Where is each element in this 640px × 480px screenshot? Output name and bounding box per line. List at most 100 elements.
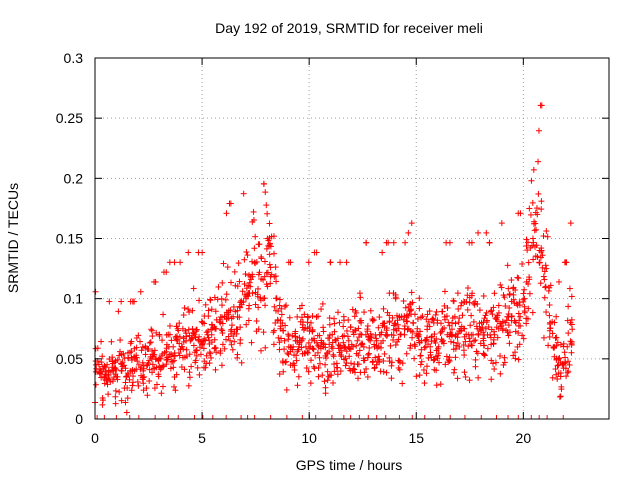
data-point (103, 376, 110, 383)
data-point (152, 278, 159, 285)
data-point (121, 385, 128, 392)
data-point (545, 287, 552, 294)
data-point (562, 259, 569, 266)
data-point (389, 314, 396, 321)
data-point (568, 340, 575, 347)
data-point (396, 313, 403, 320)
data-point (535, 158, 542, 165)
data-point (196, 333, 203, 340)
data-point (290, 360, 297, 367)
data-point (431, 331, 438, 338)
data-point (468, 312, 475, 319)
data-point (538, 245, 545, 252)
y-tick-label: 0.25 (56, 110, 83, 126)
data-point (395, 336, 402, 343)
data-point (180, 312, 187, 319)
data-point (543, 228, 550, 235)
data-point (520, 290, 527, 297)
data-point (211, 336, 218, 343)
data-point (125, 354, 132, 361)
data-point (434, 345, 441, 352)
data-point (137, 288, 144, 295)
data-point (200, 345, 207, 352)
data-point (486, 239, 493, 246)
data-point (497, 352, 504, 359)
data-point (489, 311, 496, 318)
data-point (347, 346, 354, 353)
data-point (277, 323, 284, 330)
data-point (221, 345, 228, 352)
data-point (493, 324, 500, 331)
data-point (261, 295, 268, 302)
data-point (481, 342, 488, 349)
data-point (256, 241, 263, 248)
data-point (252, 301, 259, 308)
data-point (390, 326, 397, 333)
data-point (255, 285, 262, 292)
data-point (190, 342, 197, 349)
data-point (447, 338, 454, 345)
data-point (218, 295, 225, 302)
data-point (202, 301, 209, 308)
data-point (174, 333, 181, 340)
data-point (530, 256, 537, 263)
data-point (566, 285, 573, 292)
data-point (100, 397, 107, 404)
data-point (370, 316, 377, 323)
data-point (568, 316, 575, 323)
data-point (128, 387, 135, 394)
data-point (118, 298, 125, 305)
data-point (266, 241, 273, 248)
data-point (177, 345, 184, 352)
data-point (408, 220, 415, 227)
data-point (266, 251, 273, 258)
data-point (250, 208, 257, 215)
data-point (355, 375, 362, 382)
data-point (118, 351, 125, 358)
data-point (401, 331, 408, 338)
data-point (388, 362, 395, 369)
data-point (243, 321, 250, 328)
data-point (314, 332, 321, 339)
data-point (223, 291, 230, 298)
data-point (451, 313, 458, 320)
data-point (126, 376, 133, 383)
data-point (147, 353, 154, 360)
data-point (139, 344, 146, 351)
data-point (378, 329, 385, 336)
data-point (253, 318, 260, 325)
data-point (170, 343, 177, 350)
data-point (437, 381, 444, 388)
data-point (249, 218, 256, 225)
data-point (273, 278, 280, 285)
data-point (508, 277, 515, 284)
data-point (134, 378, 141, 385)
data-point (521, 286, 528, 293)
data-point (363, 365, 370, 372)
data-point (404, 318, 411, 325)
data-point (497, 370, 504, 377)
data-point (272, 273, 279, 280)
data-point (512, 319, 519, 326)
data-point (235, 260, 242, 267)
data-point (381, 350, 388, 357)
data-point (128, 348, 135, 355)
data-point (262, 344, 269, 351)
data-point (138, 347, 145, 354)
data-point (340, 323, 347, 330)
data-point (386, 318, 393, 325)
data-point (242, 271, 249, 278)
data-point (433, 382, 440, 389)
data-point (181, 366, 188, 373)
data-point (112, 371, 119, 378)
data-point (104, 381, 111, 388)
data-point (331, 315, 338, 322)
data-point (308, 319, 315, 326)
data-point (400, 297, 407, 304)
data-point (177, 259, 184, 266)
data-point (266, 220, 273, 227)
data-point (311, 335, 318, 342)
data-point (519, 332, 526, 339)
data-point (186, 351, 193, 358)
data-point (410, 320, 417, 327)
